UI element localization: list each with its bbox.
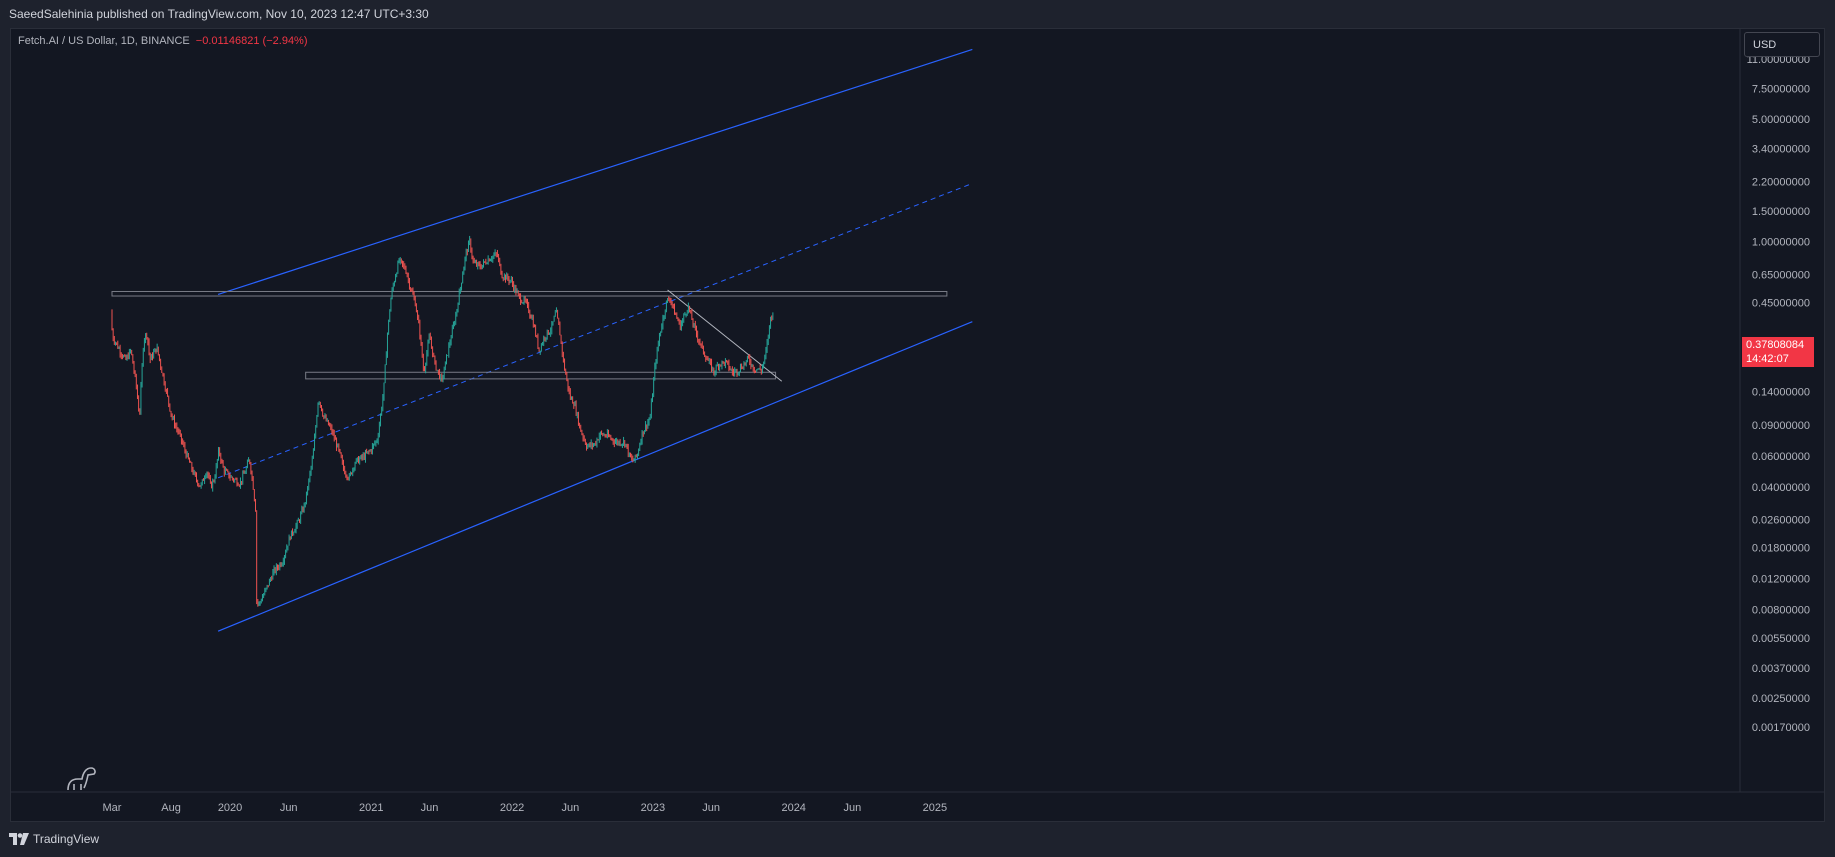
x-tick-label: 2021 (359, 802, 383, 814)
x-tick-label: Aug (161, 802, 181, 814)
y-tick-label: 7.50000000 (1752, 83, 1810, 95)
channel-lower-line (217, 321, 973, 632)
x-tick-label: 2020 (218, 802, 242, 814)
x-tick-label: Jun (421, 802, 439, 814)
y-tick-label: 2.20000000 (1752, 177, 1810, 189)
published-text: SaeedSalehinia published on TradingView.… (9, 7, 429, 21)
y-tick-label: 0.02600000 (1752, 515, 1810, 527)
y-tick-label: 0.00250000 (1752, 693, 1810, 705)
symbol-legend[interactable]: Fetch.AI / US Dollar, 1D, BINANCE −0.0114… (18, 35, 308, 47)
tradingview-brand[interactable]: TradingView (9, 832, 99, 846)
chart-pane[interactable] (10, 28, 1825, 822)
y-tick-label: 5.00000000 (1752, 114, 1810, 126)
y-tick-label: 0.04000000 (1752, 482, 1810, 494)
y-tick-label: 0.01200000 (1752, 573, 1810, 585)
descending-trendline (667, 289, 783, 382)
support-zone (305, 371, 777, 380)
x-tick-label: 2024 (781, 802, 805, 814)
channel-mid-line (217, 182, 973, 479)
bar-countdown: 14:42:07 (1746, 353, 1789, 365)
x-tick-label: Jun (280, 802, 298, 814)
x-tick-label: Jun (843, 802, 861, 814)
y-tick-label: 0.00170000 (1752, 722, 1810, 734)
y-tick-label: 0.45000000 (1752, 298, 1810, 310)
y-tick-label: 11.00000000 (1747, 54, 1810, 66)
channel-upper-line (217, 48, 973, 296)
x-tick-label: 2023 (641, 802, 665, 814)
symbol-title: Fetch.AI / US Dollar, 1D, BINANCE (18, 35, 190, 47)
x-tick-label: 2025 (923, 802, 947, 814)
y-tick-label: 0.09000000 (1752, 420, 1810, 432)
price-change: −0.01146821 (−2.94%) (195, 35, 308, 47)
tradingview-logo-icon (9, 833, 29, 845)
currency-button[interactable]: USD (1744, 32, 1820, 57)
y-tick-label: 0.65000000 (1752, 270, 1810, 282)
x-tick-label: Jun (702, 802, 720, 814)
y-tick-label: 0.00800000 (1752, 604, 1810, 616)
last-price-value: 0.37808084 (1746, 339, 1805, 351)
footer-bar (0, 822, 1835, 857)
resistance-zone (111, 290, 948, 297)
published-bar: SaeedSalehinia published on TradingView.… (0, 0, 1835, 28)
y-tick-label: 3.40000000 (1752, 144, 1810, 156)
brand-label: TradingView (33, 832, 100, 846)
y-tick-label: 0.00370000 (1752, 663, 1810, 675)
y-tick-label: 0.01800000 (1752, 543, 1810, 555)
x-tick-label: 2022 (500, 802, 524, 814)
y-tick-label: 0.14000000 (1752, 386, 1810, 398)
last-price-tag: 0.37808084 14:42:07 (1742, 337, 1814, 367)
x-tick-label: Jun (561, 802, 579, 814)
y-tick-label: 0.00550000 (1752, 633, 1810, 645)
y-tick-label: 0.06000000 (1752, 451, 1810, 463)
y-tick-label: 1.50000000 (1752, 206, 1810, 218)
y-tick-label: 1.00000000 (1752, 237, 1810, 249)
dinosaur-logo-icon (67, 767, 96, 791)
x-tick-label: Mar (103, 802, 122, 814)
